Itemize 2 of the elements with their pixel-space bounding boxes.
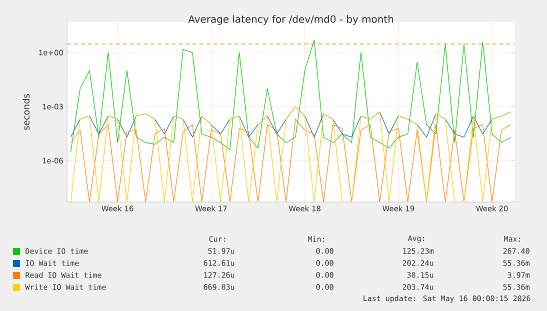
chart-title: Average latency for /dev/md0 - by month — [188, 15, 394, 25]
y-axis-title: seconds — [22, 94, 30, 130]
